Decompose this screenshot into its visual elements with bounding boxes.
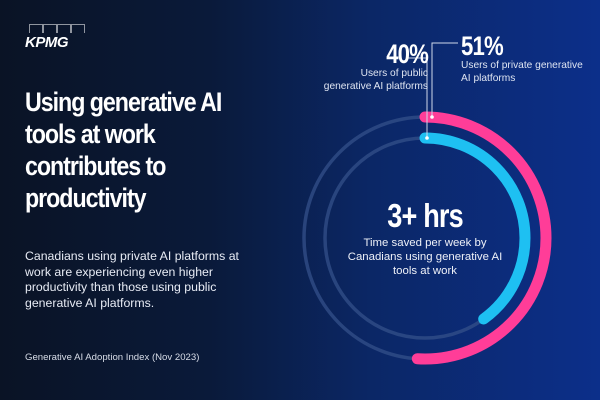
body-text: Canadians using private AI platforms at …: [25, 249, 239, 310]
private-leader-dot: [430, 115, 434, 119]
stat-public-value: 40%: [386, 39, 429, 69]
center-stat-value: 3+ hrs: [387, 197, 463, 234]
logo-text: KPMG: [25, 34, 69, 51]
stat-private: 51% Users of private generative AI platf…: [461, 32, 591, 85]
stat-private-label: Users of private generative AI platforms: [461, 60, 583, 84]
logo-boxes-icon: [29, 24, 85, 33]
stat-public: 40% Users of public generative AI platfo…: [318, 39, 429, 93]
private-ring-arc: [298, 111, 552, 365]
stat-public-label: Users of public generative AI platforms: [323, 68, 428, 92]
public-ring-arc: [319, 132, 531, 344]
stat-private-value: 51%: [461, 31, 504, 61]
source-citation: Generative AI Adoption Index (Nov 2023): [25, 352, 200, 363]
center-stat-label: Time saved per week by Canadians using g…: [347, 237, 503, 277]
private-leader-line: [431, 42, 458, 117]
public-leader-line: [408, 57, 428, 138]
headline: Using generative AI tools at work contri…: [25, 87, 222, 213]
center-stat: 3+ hrs Time saved per week by Canadians …: [345, 198, 505, 278]
public-leader-dot: [425, 136, 429, 140]
kpmg-logo: KPMG: [25, 24, 89, 52]
